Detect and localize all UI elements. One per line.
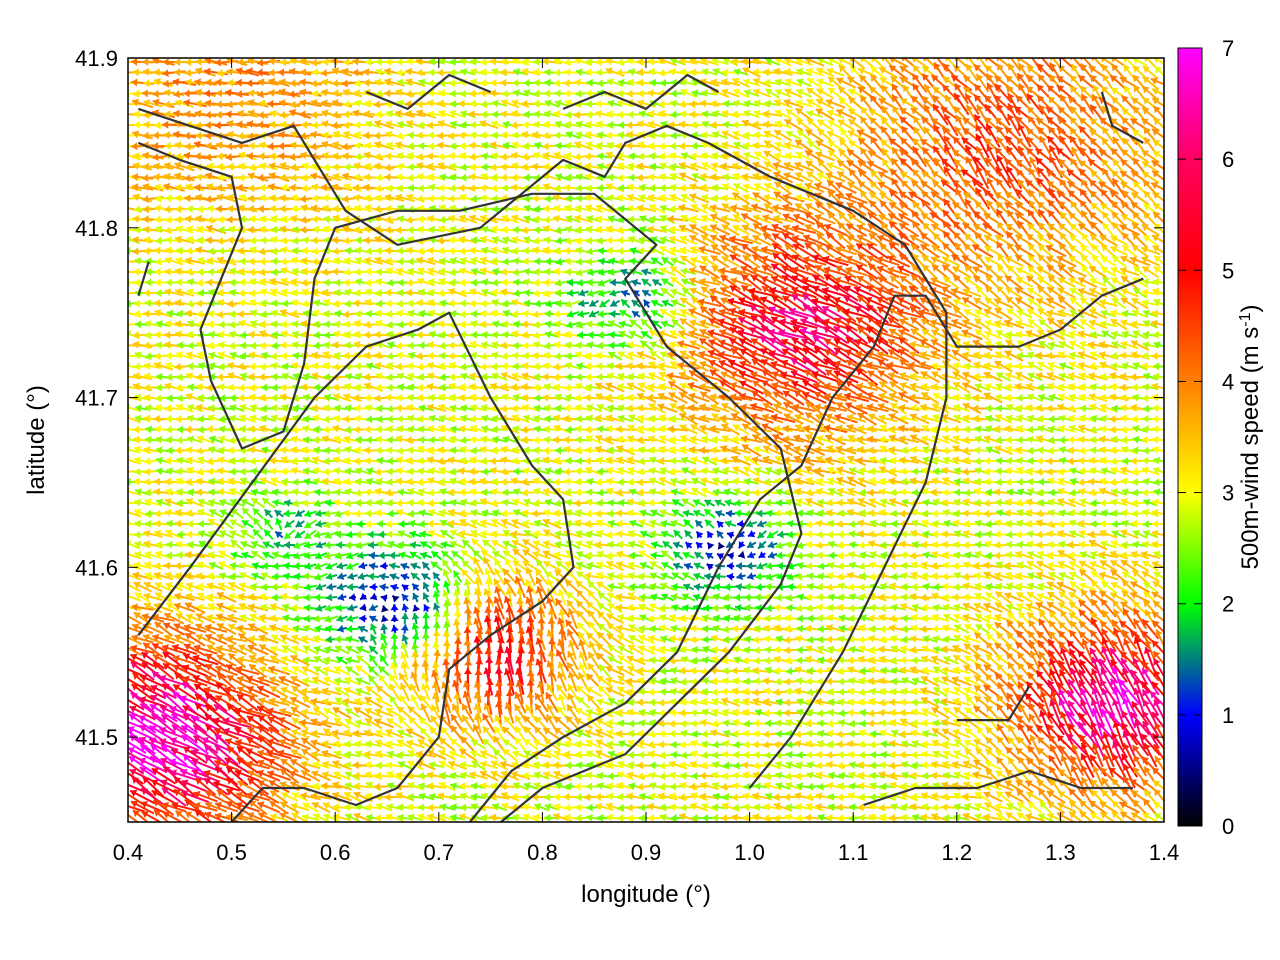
wind-arrow [632, 311, 640, 318]
wind-arrow [610, 279, 620, 287]
wind-arrow [1154, 299, 1169, 307]
wind-arrow [586, 258, 602, 266]
wind-arrow [587, 289, 601, 297]
wind-arrow [1092, 94, 1104, 113]
wind-arrow [311, 80, 331, 88]
wind-arrow [609, 310, 620, 318]
wind-arrow [631, 279, 641, 287]
wind-arrow [567, 279, 579, 287]
wind-arrow [1153, 140, 1169, 152]
wind-arrow [1154, 256, 1168, 268]
wind-arrow [195, 110, 216, 118]
wind-arrow [608, 342, 621, 350]
wind-arrow [1151, 352, 1170, 360]
wind-arrow [598, 279, 611, 286]
wind-arrow [621, 299, 630, 307]
wind-arrow [279, 99, 300, 107]
wind-arrow [310, 143, 331, 151]
wind-arrow [642, 290, 650, 297]
wind-arrow [600, 300, 610, 307]
wind-arrow [567, 310, 579, 318]
wind-arrow [226, 153, 249, 161]
wind-arrow [651, 289, 664, 296]
wind-arrow [227, 131, 246, 139]
wind-arrow [578, 310, 590, 318]
wind-arrow [153, 99, 175, 108]
wind-arrow [534, 300, 548, 308]
wind-arrow [578, 289, 588, 297]
wind-arrow [1152, 171, 1170, 184]
wind-arrow [630, 320, 642, 329]
wind-arrow [290, 215, 309, 223]
wind-arrow [598, 310, 612, 318]
wind-arrow [1153, 288, 1170, 297]
wind-arrow [642, 268, 652, 276]
wind-arrow [322, 110, 342, 118]
wind-arrow [644, 300, 651, 308]
wind-arrow [132, 130, 152, 138]
wind-arrow [793, 214, 814, 225]
wind-arrow [545, 258, 559, 266]
wind-arrow [731, 245, 751, 256]
wind-arrow [608, 268, 622, 276]
wind-arrow [1153, 278, 1170, 286]
wind-arrow [774, 192, 792, 205]
wind-arrow [566, 321, 580, 329]
wind-arrow [620, 310, 632, 317]
wind-arrow [299, 78, 321, 86]
wind-arrow [653, 280, 662, 287]
wind-arrow [651, 300, 663, 307]
wind-arrow [289, 153, 311, 161]
wind-arrow [1153, 331, 1169, 339]
wind-arrow [248, 172, 268, 181]
wind-arrow [661, 320, 674, 328]
wind-arrow [567, 289, 579, 297]
wind-arrow [204, 68, 228, 76]
wind-arrow [589, 300, 598, 307]
wind-arrow [642, 279, 651, 286]
wind-arrow [121, 163, 142, 171]
wind-arrow [1152, 383, 1171, 391]
wind-arrow [216, 141, 237, 149]
wind-arrow [868, 371, 888, 383]
wind-arrow [621, 290, 630, 298]
wind-arrow [257, 174, 279, 182]
wind-arrow [173, 131, 196, 139]
wind-arrow [185, 69, 205, 77]
wind-arrow [763, 234, 782, 248]
wind-arrow [311, 111, 331, 119]
wind-arrow [1153, 246, 1170, 257]
wind-arrow [610, 300, 619, 307]
wind-arrow [610, 289, 621, 297]
wind-arrow [1153, 362, 1169, 370]
wind-arrow [598, 258, 610, 266]
wind-arrow [194, 141, 217, 149]
wind-arrow [175, 141, 194, 149]
wind-arrow [662, 279, 674, 287]
wind-arrow [205, 195, 227, 203]
wind-arrow [321, 69, 342, 77]
wind-arrow [279, 111, 299, 119]
wind-arrow [374, 162, 394, 170]
